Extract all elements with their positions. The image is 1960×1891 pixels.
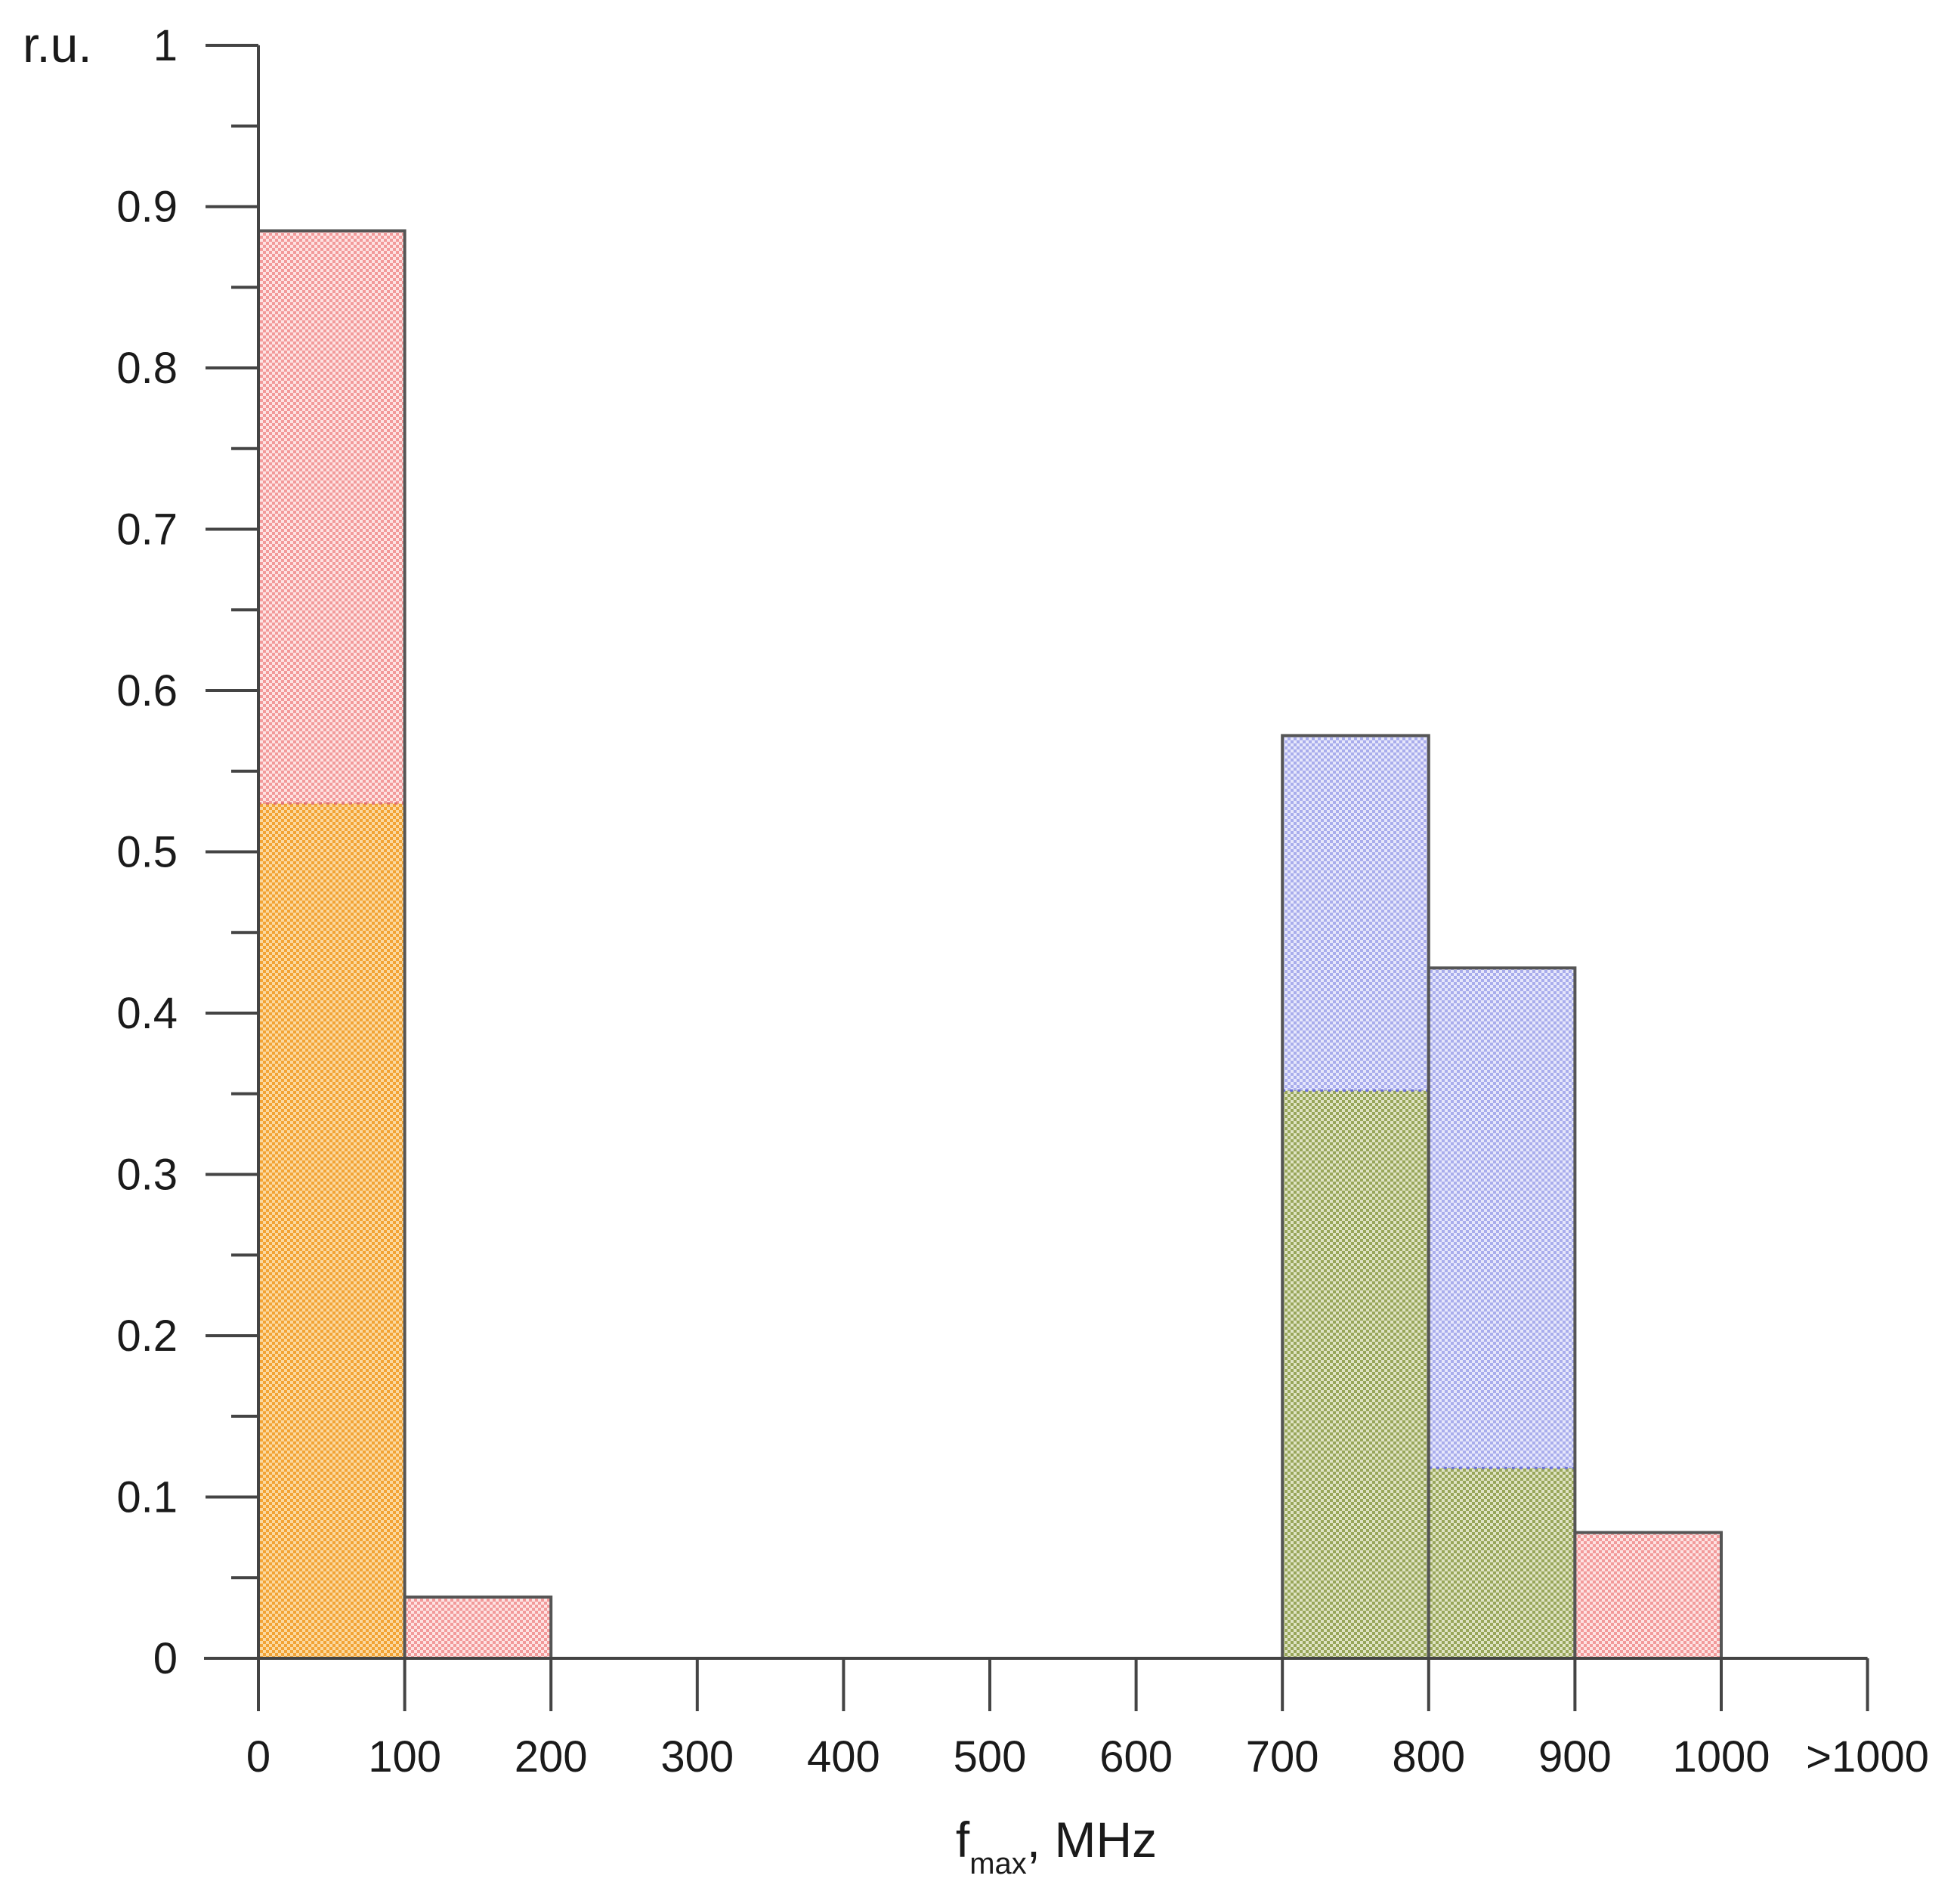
- x-axis-title-main: f: [956, 1812, 970, 1868]
- bar-outline: [403, 1595, 553, 1658]
- bar-segment-green: [1428, 1468, 1575, 1658]
- x-tick-label: 900: [1538, 1732, 1612, 1781]
- y-tick-label: 0: [153, 1634, 178, 1683]
- x-tick-label: 400: [807, 1732, 880, 1781]
- bar-segment-red: [404, 1596, 552, 1658]
- x-tick-label: 100: [368, 1732, 441, 1781]
- y-tick-label: 0.9: [116, 183, 178, 232]
- y-tick-label: 0.8: [116, 344, 178, 393]
- x-tick-label: 200: [515, 1732, 588, 1781]
- axes-group: [204, 45, 1868, 1660]
- y-tick-label: 0.4: [116, 989, 178, 1038]
- y-tick-label: 0.7: [116, 505, 178, 555]
- y-axis-title: r.u.: [23, 17, 92, 73]
- y-tick-label: 1: [153, 21, 178, 70]
- x-axis-title: fmax, MHz: [956, 1812, 1157, 1880]
- x-axis-title-suffix: , MHz: [1027, 1812, 1157, 1868]
- y-tick-label: 0.6: [116, 666, 178, 715]
- y-tick-label: 0.2: [116, 1312, 178, 1361]
- bar-segment-orange: [258, 803, 405, 1658]
- x-tick-label: >1000: [1806, 1732, 1929, 1781]
- x-tick-label: 300: [660, 1732, 734, 1781]
- x-axis-title-subscript: max: [969, 1847, 1027, 1880]
- bar-outline: [1427, 966, 1577, 1658]
- x-tick-label: 700: [1246, 1732, 1319, 1781]
- bar-segment-red: [1575, 1532, 1721, 1658]
- x-ticks-group: 0 100 200 300 400 500 600 700 800 900 1000 >1000: [246, 1658, 1929, 1781]
- y-ticks-group: 0 0.1 0.2 0.3 0.4 0.5 0.6 0.7 0.8 0.9 1: [116, 21, 258, 1683]
- bar-segment-green: [1282, 1090, 1429, 1658]
- bar-segment-blue: [1282, 735, 1429, 1091]
- x-tick-label: 0: [246, 1732, 271, 1781]
- x-tick-label: 500: [954, 1732, 1027, 1781]
- x-tick-label: 800: [1392, 1732, 1465, 1781]
- y-tick-label: 0.1: [116, 1473, 178, 1522]
- x-tick-label: 600: [1099, 1732, 1173, 1781]
- bar-outline: [1573, 1531, 1723, 1658]
- bar-segment-red: [258, 230, 405, 804]
- bars-group: [257, 229, 1723, 1658]
- x-tick-label: 1000: [1672, 1732, 1770, 1781]
- y-tick-label: 0.5: [116, 828, 178, 877]
- y-tick-label: 0.3: [116, 1151, 178, 1200]
- bar-segment-blue: [1428, 968, 1575, 1469]
